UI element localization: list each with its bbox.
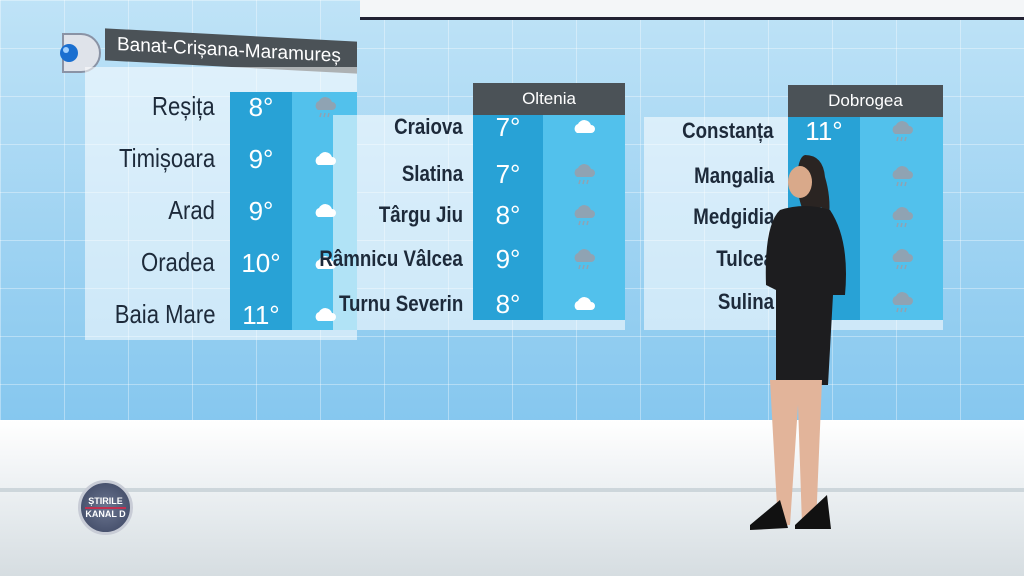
city-name: Turnu Severin [338,291,463,316]
rain-cloud-icon [892,249,913,270]
city-temperature: 11° [242,300,280,330]
rain-cloud-icon [574,205,595,226]
rain-cloud-icon [574,164,595,185]
city-temperature: 8° [248,92,274,122]
city-temperature: 9° [248,144,274,174]
city-name: Mangalia [693,163,774,188]
rain-cloud-icon [892,207,913,228]
city-temperature: 9° [248,196,274,226]
cloud-icon [574,120,595,133]
city-temperature: 8° [495,200,521,230]
cloud-icon [315,204,336,217]
city-temperature: 7° [495,112,521,142]
city-name: Baia Mare [114,299,215,329]
region-header: Oltenia [473,83,625,115]
cloud-icon [574,297,595,310]
city-name: Râmnicu Vâlcea [319,246,463,271]
rain-cloud-icon [315,97,336,118]
city-name: Oradea [141,247,215,277]
ceiling-bar [360,0,1024,20]
cloud-icon [315,308,336,321]
city-name: Craiova [394,114,463,139]
rain-cloud-icon [892,166,913,187]
city-temperature: 11° [805,116,843,146]
rain-cloud-icon [892,121,913,142]
city-temperature: 8° [495,289,521,319]
city-name: Reșița [152,91,215,121]
city-name: Timișoara [118,143,215,173]
city-name: Arad [168,195,215,225]
city-temperature: 9° [495,244,521,274]
city-name: Tulcea [716,246,774,271]
kanal-d-logo [60,33,101,73]
city-name: Medgidia [692,204,774,229]
cloud-icon [315,256,336,269]
rain-cloud-icon [574,249,595,270]
studio-floor [0,420,1024,576]
city-name: Constanța [682,118,774,143]
city-temperature: 10° [241,248,281,278]
presenter [750,155,846,530]
city-temperature: 7° [495,159,521,189]
region-header: Dobrogea [788,85,943,117]
city-name: Slatina [401,161,463,186]
city-name: Sulina [717,289,774,314]
temperature-column [230,92,292,330]
temperature-column [473,115,543,320]
city-name: Târgu Jiu [378,202,463,227]
show-badge: ȘTIRILE KANAL D [78,480,133,535]
cloud-icon [315,152,336,165]
rain-cloud-icon [892,292,913,313]
